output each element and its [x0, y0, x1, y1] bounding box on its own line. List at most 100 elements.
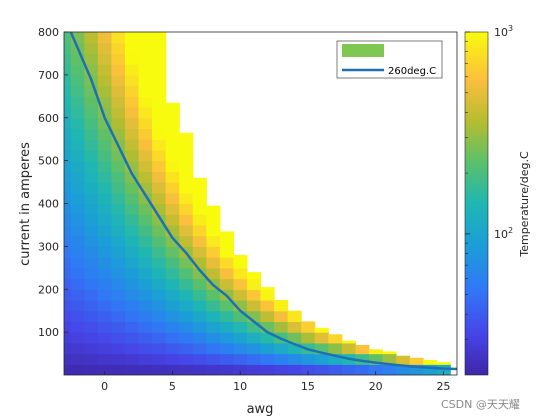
heat-cell	[111, 117, 126, 130]
heat-cell	[97, 192, 113, 205]
heat-cell	[138, 53, 153, 65]
heat-cell	[70, 257, 85, 269]
heat-cell	[301, 332, 316, 344]
heat-cell	[219, 231, 234, 237]
heat-cell	[64, 289, 72, 301]
heat-cell	[97, 128, 113, 140]
heat-cell	[84, 224, 99, 237]
heat-cell	[219, 342, 234, 355]
heat-cell	[206, 257, 221, 269]
heat-cell	[409, 364, 424, 375]
heat-cell	[165, 192, 180, 205]
heat-cell	[111, 53, 126, 65]
heat-cell	[97, 310, 113, 323]
heat-cell	[64, 321, 72, 333]
heat-cell	[192, 321, 207, 333]
heat-cell	[64, 278, 72, 290]
heat-cell	[233, 342, 248, 355]
heat-cell	[260, 310, 275, 323]
heat-cell	[70, 64, 85, 76]
y-axis: 100 200 300 400 500 600 700 800	[38, 26, 68, 339]
heat-cell	[219, 321, 234, 333]
heat-cell	[111, 246, 126, 258]
heat-cell	[301, 364, 316, 375]
heat-cell	[111, 235, 126, 247]
heat-cell	[165, 149, 180, 162]
heat-cell	[70, 53, 85, 65]
heat-cell	[70, 289, 85, 301]
heat-cell	[138, 203, 153, 215]
heat-cell	[64, 214, 72, 226]
heat-cell	[124, 85, 140, 97]
heat-cell	[368, 364, 384, 375]
y-tick-label: 600	[38, 112, 59, 125]
heat-cell	[97, 139, 113, 151]
heat-cell	[84, 246, 99, 258]
heat-cell	[219, 332, 234, 344]
heat-cell	[64, 235, 72, 247]
heat-cell	[382, 353, 397, 365]
heat-cell	[165, 289, 180, 301]
heat-cell	[97, 257, 113, 269]
heat-cell	[314, 342, 329, 355]
heat-cell	[97, 224, 113, 237]
heat-cell	[64, 74, 72, 87]
heat-cell	[179, 257, 194, 269]
heat-cell	[328, 334, 343, 344]
heat-cell	[84, 107, 99, 119]
heat-cell	[84, 321, 99, 333]
heat-cell	[274, 299, 289, 312]
heat-cell	[97, 364, 113, 375]
heat-cell	[70, 310, 85, 323]
heat-cell	[124, 160, 140, 172]
heat-cell	[152, 224, 167, 237]
heat-cell	[179, 171, 194, 183]
heat-cell	[233, 353, 248, 365]
heat-cell	[84, 310, 99, 323]
heat-cell	[64, 332, 72, 344]
heat-cell	[274, 364, 289, 375]
heat-cell	[138, 332, 153, 344]
heat-cell	[124, 342, 140, 355]
heat-cell	[206, 332, 221, 344]
heat-cell	[165, 257, 180, 269]
heat-cell	[206, 214, 221, 226]
heat-cell	[165, 332, 180, 344]
heat-cell	[192, 332, 207, 344]
y-tick-label: 200	[38, 283, 59, 296]
heat-cell	[138, 353, 153, 365]
heat-cell	[246, 321, 262, 333]
heat-cell	[64, 53, 72, 65]
heat-cell	[165, 107, 180, 119]
heat-cell	[84, 182, 99, 194]
heat-cell	[124, 332, 140, 344]
heat-cell	[124, 310, 140, 323]
heat-cell	[111, 160, 126, 172]
legend: 260deg.C	[336, 40, 443, 79]
heat-cell	[233, 278, 248, 290]
heat-cell	[138, 85, 153, 97]
heat-cell	[328, 342, 343, 355]
watermark: CSDN @天天耀	[441, 398, 520, 411]
heat-cell	[97, 235, 113, 247]
heat-cell	[97, 332, 113, 344]
heat-cell	[152, 149, 167, 162]
heat-cell	[152, 53, 167, 65]
heat-cell	[165, 117, 180, 130]
x-axis: 0 5 10 15 20 25	[101, 371, 450, 393]
heat-cell	[138, 278, 153, 290]
heat-cell	[301, 353, 316, 365]
heat-cell	[111, 321, 126, 333]
heat-cell	[64, 32, 72, 44]
heat-cell	[152, 64, 167, 76]
heat-cell	[84, 289, 99, 301]
heat-cell	[64, 160, 72, 172]
heat-cell	[84, 139, 99, 151]
heat-cell	[64, 267, 72, 280]
heat-cell	[138, 96, 153, 108]
colorbar-tick-label: 103	[494, 24, 513, 39]
heat-cell	[64, 85, 72, 97]
heat-cell	[152, 182, 167, 194]
heat-cell	[124, 364, 140, 375]
heat-cell	[97, 299, 113, 312]
